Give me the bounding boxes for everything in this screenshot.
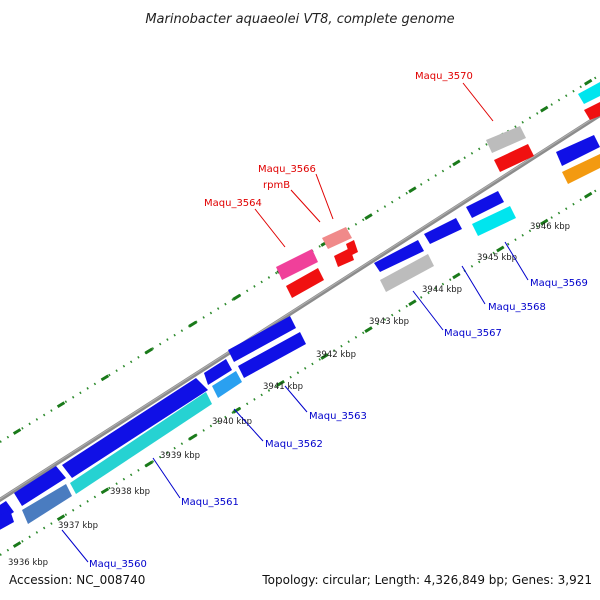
gene-label-maqu-3562[interactable]: Maqu_3562 [265, 439, 323, 450]
major-tick [364, 326, 373, 333]
gene-blue-3942[interactable] [228, 316, 296, 362]
gene-blue-3563[interactable] [238, 332, 306, 378]
tick-label-3943: 3943 kbp [369, 317, 409, 327]
gene-red-3564[interactable] [286, 268, 324, 298]
gene-blue-right[interactable] [556, 135, 600, 166]
gene-orange-right[interactable] [562, 154, 600, 184]
major-tick [276, 379, 285, 387]
gene-label-rpmb[interactable]: rpmB [263, 180, 290, 191]
gene-lightblue-3562[interactable] [212, 371, 242, 398]
accession-text: Accession: NC_008740 [9, 573, 146, 587]
gene-salmon-3566[interactable] [322, 227, 352, 249]
map-title: Marinobacter aquaeolei VT8, complete gen… [145, 12, 454, 27]
gene-aqua-3568[interactable] [472, 206, 516, 236]
tick-label-3936: 3936 kbp [8, 558, 48, 568]
gene-label-maqu-3560[interactable]: Maqu_3560 [89, 559, 147, 570]
tick-label-3940: 3940 kbp [212, 417, 252, 427]
gene-blue-3568[interactable] [424, 218, 462, 244]
major-tick [144, 460, 154, 468]
gene-gray-3570[interactable] [486, 126, 526, 153]
tick-label-3937: 3937 kbp [58, 521, 98, 531]
major-tick [583, 78, 593, 86]
major-tick [12, 541, 22, 548]
major-tick [540, 105, 549, 113]
gene-steel-3560[interactable] [22, 484, 72, 524]
gene-aqua-topright[interactable] [578, 82, 600, 104]
major-tick [100, 374, 110, 382]
major-tick [12, 428, 22, 435]
gene-red-topright[interactable] [584, 102, 600, 120]
gene-cyan-3561[interactable] [70, 392, 212, 494]
gene-label-maqu-3569[interactable]: Maqu_3569 [530, 278, 588, 289]
tick-label-3944: 3944 kbp [422, 285, 462, 295]
genes [0, 82, 600, 532]
gene-blue-bottom-left[interactable] [0, 510, 14, 532]
gene-label-maqu-3567[interactable]: Maqu_3567 [444, 328, 502, 339]
gene-label-maqu-3568[interactable]: Maqu_3568 [488, 302, 546, 313]
gene-red-small[interactable] [346, 240, 358, 256]
inner-tick-track [0, 187, 600, 556]
gene-blue-3569[interactable] [466, 191, 504, 218]
major-tick [144, 347, 154, 355]
major-tick [452, 272, 461, 280]
tick-labels: 3936 kbp 3937 kbp 3938 kbp 3939 kbp 3940… [8, 222, 570, 568]
gene-label-maqu-3564[interactable]: Maqu_3564 [204, 198, 262, 209]
gene-blue-3939[interactable] [62, 378, 208, 478]
tick-label-3939: 3939 kbp [160, 451, 200, 461]
major-tick [320, 353, 329, 360]
major-tick [540, 218, 549, 226]
major-tick [188, 433, 197, 441]
major-tick [496, 245, 505, 253]
major-tick [232, 293, 241, 301]
major-tick [56, 401, 66, 409]
genome-backbone [0, 113, 600, 503]
major-tick [364, 213, 373, 220]
major-tick [583, 191, 593, 199]
major-tick [56, 514, 66, 522]
gene-blue-3567[interactable] [374, 240, 424, 272]
gene-labels: Maqu_3564 Maqu_3566 rpmB Maqu_3570 Maqu_… [89, 71, 588, 570]
major-tick [408, 186, 417, 194]
major-tick [452, 159, 461, 167]
gene-label-maqu-3570[interactable]: Maqu_3570 [415, 71, 473, 82]
tick-label-3941: 3941 kbp [263, 382, 303, 392]
tick-label-3942: 3942 kbp [316, 350, 356, 360]
major-tick [188, 320, 197, 328]
gene-label-maqu-3566[interactable]: Maqu_3566 [258, 164, 316, 175]
major-tick [100, 487, 110, 495]
gene-label-maqu-3563[interactable]: Maqu_3563 [309, 411, 367, 422]
leader-lines [61, 82, 529, 563]
gene-gray-3567[interactable] [380, 254, 434, 292]
gene-blue-3941a[interactable] [204, 359, 232, 385]
gene-pink-3564[interactable] [276, 249, 318, 280]
gene-label-maqu-3561[interactable]: Maqu_3561 [181, 497, 239, 508]
tick-label-3946: 3946 kbp [530, 222, 570, 232]
major-tick [232, 406, 241, 414]
gene-red-3570[interactable] [494, 144, 534, 172]
tick-label-3938: 3938 kbp [110, 487, 150, 497]
tick-label-3945: 3945 kbp [477, 253, 517, 263]
major-tick [408, 299, 417, 307]
gene-blue-3937[interactable] [14, 466, 66, 506]
summary-text: Topology: circular; Length: 4,326,849 bp… [262, 573, 592, 587]
